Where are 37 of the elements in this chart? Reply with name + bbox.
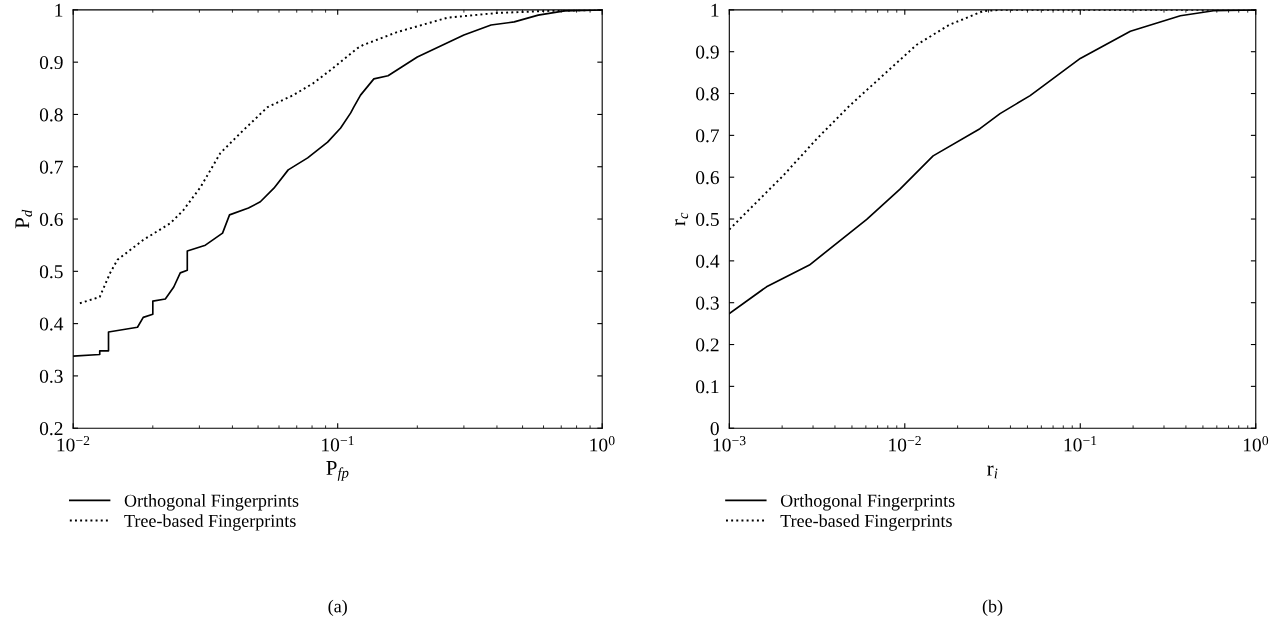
- x-axis-title: r$_{i}$: [987, 465, 998, 479]
- y-tick-label: 0.8: [696, 87, 719, 101]
- legend-label: Tree-based Fingerprints: [124, 514, 296, 531]
- y-tick-label: 0.9: [39, 55, 63, 70]
- y-tick-label: 0.5: [696, 212, 719, 227]
- y-tick-label: 0.3: [696, 296, 719, 310]
- x-tick-label: 10$^{−2}$: [57, 436, 90, 452]
- y-tick-label: 0.4: [39, 317, 64, 331]
- x-tick-label: 10$^{0}$: [590, 436, 615, 452]
- text: (a): [328, 599, 347, 617]
- y-tick-label: 0: [710, 422, 719, 436]
- legend-label: Orthogonal Fingerprints: [780, 494, 955, 511]
- x-tick-label: 10$^{0}$: [1243, 436, 1269, 452]
- y-tick-label: 1: [711, 3, 719, 17]
- y-tick-label: 0.6: [39, 212, 63, 227]
- y-tick-label: 0.3: [39, 369, 63, 383]
- x-tick-label: 10$^{−1}$: [322, 436, 354, 452]
- x-tick-label: 10$^{−3}$: [713, 436, 746, 452]
- y-tick-label: 0.2: [39, 422, 63, 436]
- legend-label: Tree-based Fingerprints: [780, 514, 952, 531]
- y-tick-label: 0.5: [39, 265, 63, 279]
- y-tick-label: 0.6: [696, 171, 720, 185]
- y-tick-label: 0.7: [696, 129, 720, 143]
- y-tick-label: 0.4: [696, 254, 720, 268]
- text: (b): [982, 599, 1003, 617]
- y-tick-label: 0.9: [696, 45, 719, 59]
- y-tick-label: 0.8: [39, 108, 63, 122]
- x-tick-label: 10$^{−1}$: [1064, 436, 1097, 452]
- y-axis-title: r$_{c}$: [675, 212, 689, 226]
- y-tick-label: 0.2: [696, 338, 719, 352]
- legend-label: Orthogonal Fingerprints: [124, 494, 299, 511]
- x-tick-label: 10$^{−2}$: [889, 436, 921, 452]
- y-tick-label: 1: [55, 3, 63, 17]
- x-axis-title: P$_{fp}$: [326, 461, 349, 481]
- y-tick-label: 0.7: [39, 160, 63, 174]
- y-tick-label: 0.1: [696, 380, 719, 394]
- y-axis-title: P$_{d}$: [15, 209, 33, 229]
